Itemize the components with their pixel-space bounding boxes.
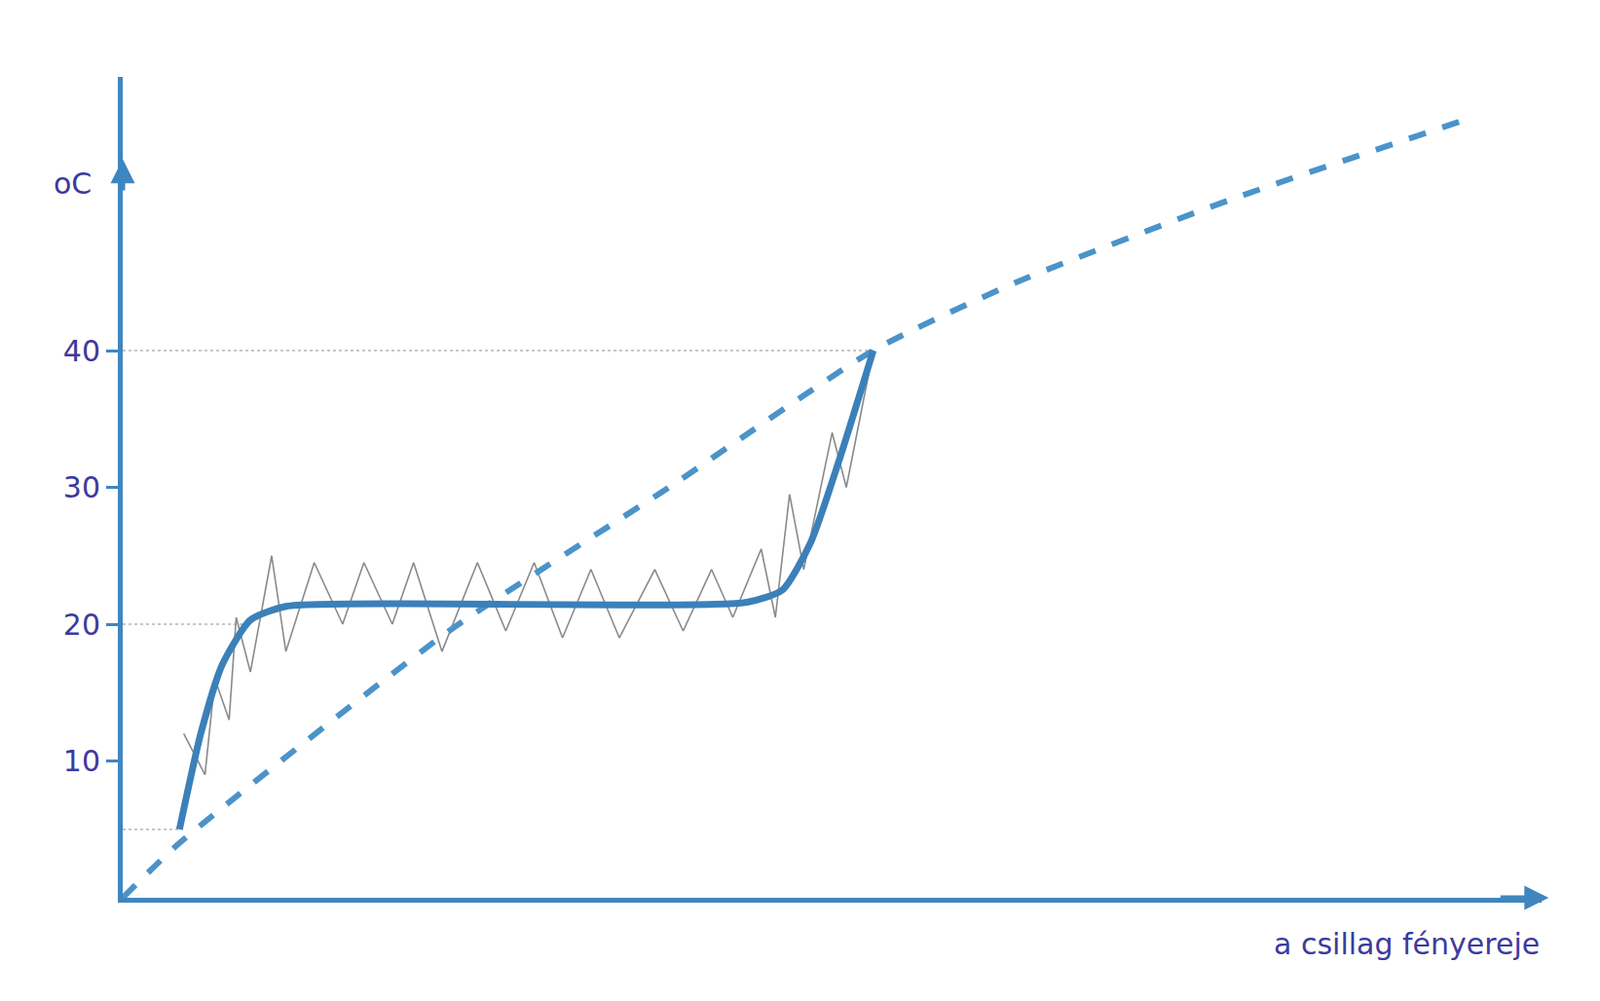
svg-text:40: 40 xyxy=(63,334,101,369)
svg-text:20: 20 xyxy=(63,607,101,642)
svg-text:a csillag fényereje: a csillag fényereje xyxy=(1273,927,1540,962)
svg-text:10: 10 xyxy=(63,744,101,779)
svg-text:oC: oC xyxy=(53,166,92,201)
svg-text:30: 30 xyxy=(63,470,101,505)
